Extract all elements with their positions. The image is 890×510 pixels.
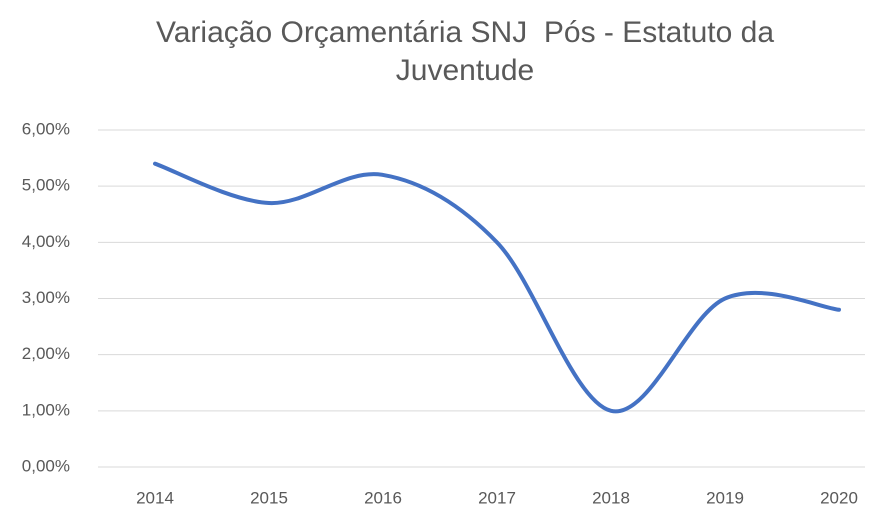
y-tick-label: 4,00% — [22, 232, 70, 251]
x-tick-label: 2019 — [706, 488, 744, 507]
y-tick-label: 1,00% — [22, 400, 70, 419]
line-series — [153, 161, 841, 414]
chart-title: Variação Orçamentária SNJ Pós - Estatuto… — [155, 16, 783, 87]
x-tick-label: 2017 — [478, 488, 516, 507]
x-tick-label: 2015 — [250, 488, 288, 507]
y-tick-label: 5,00% — [22, 176, 70, 195]
x-tick-label: 2016 — [364, 488, 402, 507]
y-tick-label: 2,00% — [22, 344, 70, 363]
x-tick-label: 2018 — [592, 488, 630, 507]
y-tick-label: 0,00% — [22, 456, 70, 475]
x-tick-label: 2014 — [136, 488, 174, 507]
y-tick-label: 3,00% — [22, 288, 70, 307]
y-tick-label: 6,00% — [22, 119, 70, 138]
x-tick-label: 2020 — [820, 488, 858, 507]
